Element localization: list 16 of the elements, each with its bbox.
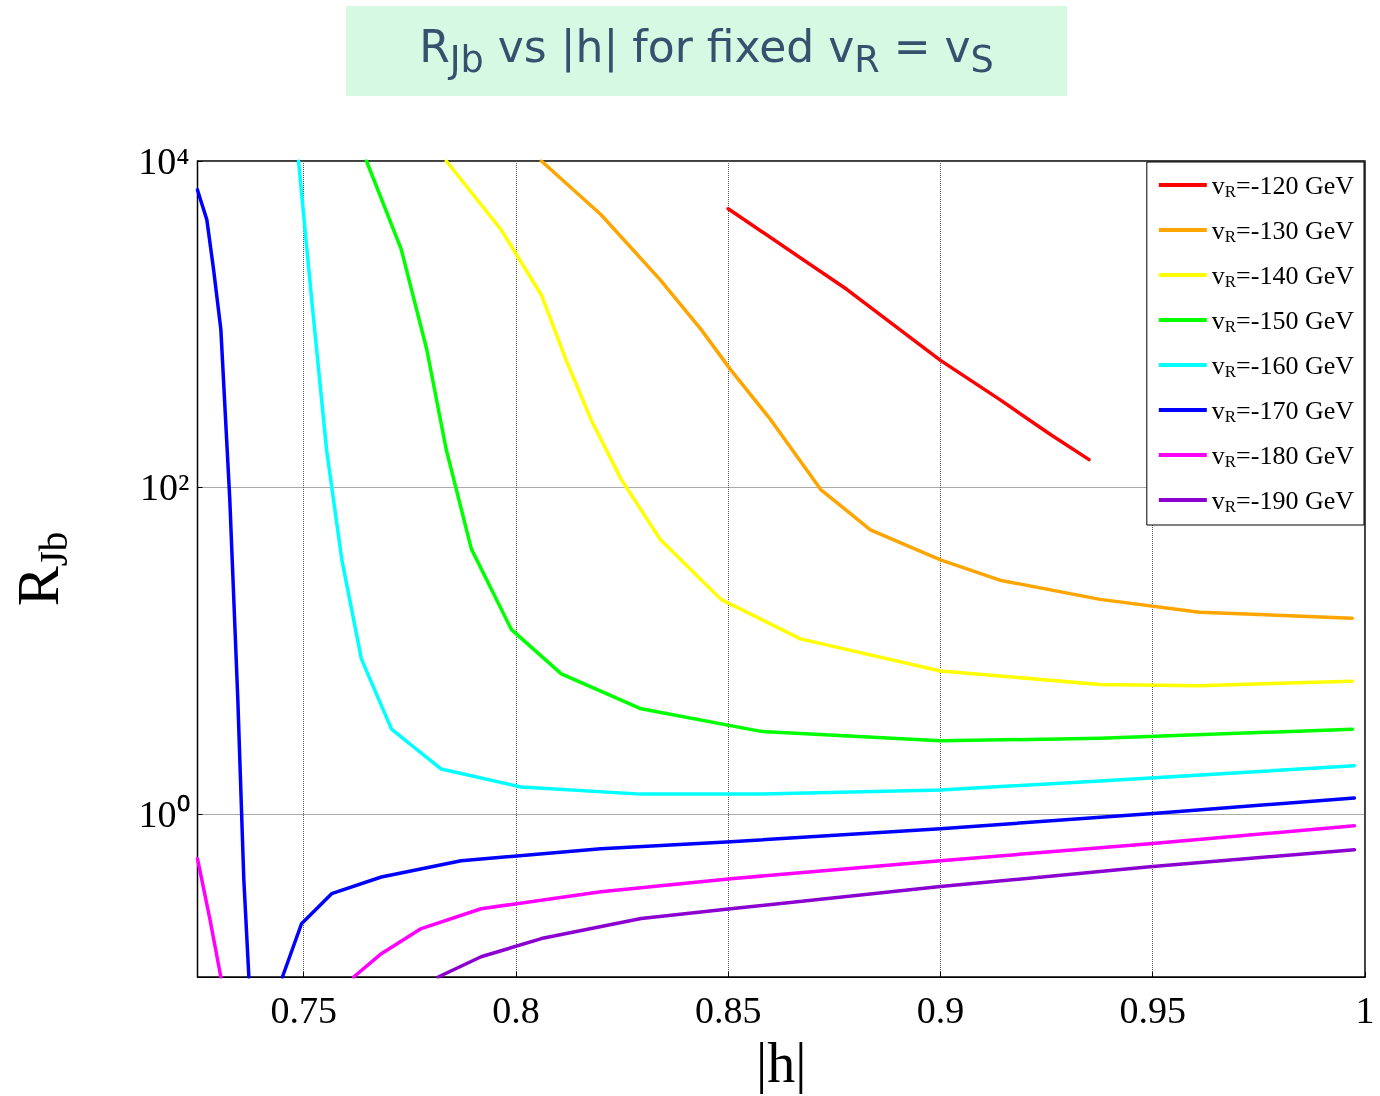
y-tick-label: 10² (140, 466, 190, 509)
y-tick-label: 10⁴ (138, 140, 190, 182)
x-tick-label: 0.85 (694, 989, 762, 1031)
y-axis-title: RJb (5, 531, 75, 607)
x-tick-label: 0.95 (1119, 989, 1186, 1031)
line-series (444, 159, 1355, 688)
line-series (726, 206, 1091, 462)
x-tick-label: 1 (1355, 989, 1375, 1031)
x-axis-title: |h| (756, 1032, 807, 1094)
chart-title: R$_{Jb}$ vs |h| for fixed v$_{R}$ = v$_{S}$ (419, 21, 994, 81)
x-tick-label: 0.75 (270, 989, 337, 1031)
line-series (436, 847, 1357, 979)
x-tick-label: 0.9 (916, 989, 965, 1031)
line-series (539, 159, 1355, 620)
y-tick-label: 10⁰ (138, 792, 190, 835)
x-tick-label: 0.8 (492, 989, 540, 1031)
